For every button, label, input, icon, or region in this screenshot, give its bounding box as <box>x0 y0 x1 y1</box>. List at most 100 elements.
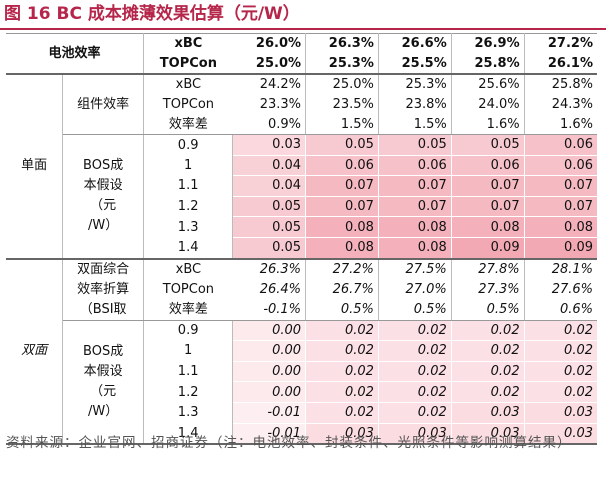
header-row-name: xBC <box>143 32 233 54</box>
double-heat-cell: 0.02 <box>524 360 597 382</box>
single-module-value: 25.8% <box>551 77 593 93</box>
single-heat-cell: 0.05 <box>451 133 525 156</box>
single-heat-cell: 0.06 <box>524 154 597 176</box>
single-module-value: 24.0% <box>451 94 525 115</box>
single-heat-cell: 0.08 <box>451 216 525 238</box>
double-heat-cell: 0.03 <box>451 401 525 423</box>
double-heat-cell: 0.02 <box>524 319 597 341</box>
single-bos-label-line: （元 <box>90 198 117 214</box>
single-bos-value: 1.3 <box>143 216 234 238</box>
double-module-row-name: 效率差 <box>143 299 233 321</box>
double-bos-value: 1.2 <box>143 381 234 403</box>
header-value: 26.0% <box>232 32 307 54</box>
single-heat-cell: 0.05 <box>305 133 379 156</box>
double-section-label: 双面 <box>6 258 64 446</box>
single-module-value: 25.3% <box>378 74 452 95</box>
double-module-label-line: 双面综合 <box>77 261 130 277</box>
double-module-value: 27.5% <box>378 258 452 280</box>
double-heat-cell: 0.03 <box>378 422 452 446</box>
single-heat-cell: 0.07 <box>524 195 597 217</box>
double-heat-cell: 0.02 <box>305 381 379 403</box>
double-heat-cell: 0.00 <box>232 360 307 382</box>
single-module-value: 24.2% <box>232 74 307 95</box>
double-module-value: 26.3% <box>232 258 307 280</box>
double-module-value: 0.5% <box>305 299 379 321</box>
figure-title: 图 16 BC 成本摊薄效果估算（元/W） <box>4 4 300 24</box>
single-module-value: 25.6% <box>451 74 525 95</box>
double-module-value: 27.0% <box>378 279 452 300</box>
double-heat-cell: 0.02 <box>305 401 379 423</box>
double-heat-cell: 0.00 <box>232 381 307 403</box>
single-module-row-name: xBC <box>175 77 202 93</box>
double-heat-cell: 0.02 <box>378 381 452 403</box>
double-module-value: 26.4% <box>232 279 307 300</box>
header-label: 电池效率 <box>6 33 145 76</box>
single-heat-cell: 0.08 <box>378 216 452 238</box>
single-bos-label-line: 本假设 <box>83 178 123 194</box>
header-value: 25.0% <box>232 53 307 76</box>
single-heat-cell: 0.05 <box>232 236 307 260</box>
double-heat-cell: 0.03 <box>451 422 525 446</box>
double-module-value: 27.3% <box>451 279 525 300</box>
double-bos-label-line: BOS成 <box>83 343 124 359</box>
double-heat-cell: 0.02 <box>524 381 597 403</box>
double-module-value: 26.7% <box>305 279 379 300</box>
single-bos-label-line: /W） <box>88 218 119 234</box>
single-heat-cell: 0.05 <box>378 133 452 156</box>
single-heat-cell: 0.08 <box>378 236 452 260</box>
single-module-label-line: 组件效率 <box>77 96 130 112</box>
single-bos-label-line: BOS成 <box>83 158 124 174</box>
double-module-value: 0.5% <box>451 299 525 321</box>
double-module-value: 0.6% <box>524 299 597 321</box>
single-module-value: 0.9% <box>232 114 307 135</box>
double-heat-cell: 0.02 <box>378 360 452 382</box>
single-bos-label: BOS成本假设 （元/W） <box>62 134 145 260</box>
single-module-value: 25.0% <box>305 74 379 95</box>
header-value: 27.2% <box>524 32 597 54</box>
single-section-label: 单面 <box>6 74 64 260</box>
single-module-value: 1.6% <box>524 114 597 135</box>
header-value: 25.8% <box>451 53 525 76</box>
double-bos-value: 0.9 <box>143 320 234 341</box>
source-note: 资料来源：企业官网、招商证券（注：电池效率、封装条件、光照条件等影响测算结果） <box>6 435 572 451</box>
single-heat-cell: 0.06 <box>305 154 379 176</box>
double-module-value: 28.1% <box>551 262 593 278</box>
title-underline <box>0 28 606 30</box>
double-heat-cell: -0.01 <box>232 422 307 446</box>
double-heat-cell: -0.01 <box>232 401 307 423</box>
single-heat-cell: 0.07 <box>378 195 452 217</box>
header-value: 25.5% <box>378 53 452 76</box>
cost-table: 电池效率 xBC 26.0% 26.3% 26.6% 26.9% 27.2% TOPCon 25… <box>6 32 597 446</box>
single-heat-cell: 0.07 <box>451 175 525 197</box>
double-module-value: 27.2% <box>305 258 379 280</box>
single-heat-cell: 0.06 <box>451 154 525 176</box>
single-heat-cell: 0.09 <box>524 236 597 260</box>
double-heat-cell: 0.03 <box>524 401 597 423</box>
single-heat-cell: 0.06 <box>524 133 597 156</box>
double-module-row-name: xBC <box>175 262 202 278</box>
double-heat-cell: 0.02 <box>305 319 379 341</box>
double-module-value: 27.8% <box>451 258 525 280</box>
single-module-label: 组件效率 <box>62 74 145 135</box>
single-heat-cell: 0.05 <box>232 195 307 217</box>
header-row-name: TOPCon <box>143 53 233 76</box>
single-module-value: 24.3% <box>551 97 593 113</box>
double-module-row-name: TOPCon <box>162 282 215 298</box>
header-value: 26.9% <box>451 32 525 54</box>
header-value: 26.3% <box>305 32 379 54</box>
double-bos-value: 1.1 <box>143 361 234 382</box>
single-heat-cell: 0.05 <box>232 216 307 238</box>
double-heat-cell: 0.00 <box>232 319 307 341</box>
double-module-value: 27.6% <box>551 282 593 298</box>
single-bos-value: 0.9 <box>143 134 234 156</box>
single-heat-cell: 0.09 <box>451 236 525 260</box>
double-heat-cell: 0.02 <box>451 381 525 403</box>
single-module-value: 1.5% <box>305 114 379 135</box>
single-heat-cell: 0.03 <box>232 133 307 156</box>
double-heat-cell: 0.03 <box>524 422 597 446</box>
single-heat-cell: 0.04 <box>232 154 307 176</box>
single-module-row-name: 效率差 <box>143 114 233 135</box>
double-heat-cell: 0.03 <box>305 422 379 446</box>
double-bos-value: 1 <box>143 340 234 362</box>
single-bos-value: 1.2 <box>143 196 234 217</box>
